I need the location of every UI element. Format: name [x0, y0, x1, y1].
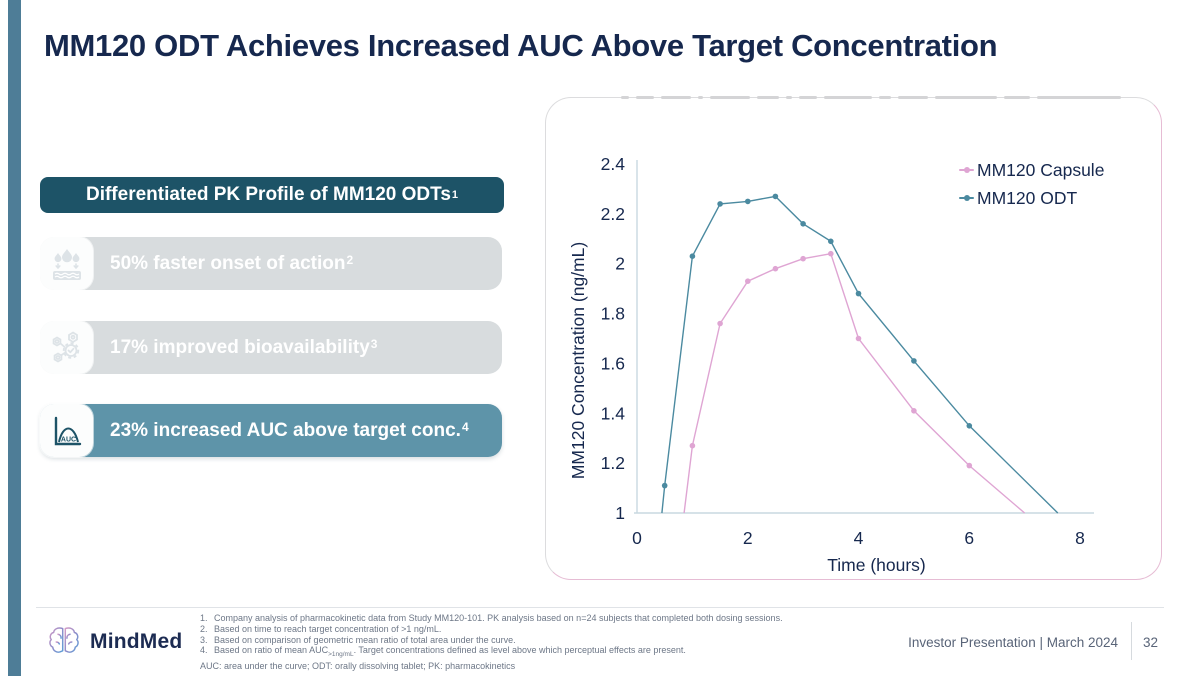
svg-text:1: 1: [615, 503, 625, 523]
page-title: MM120 ODT Achieves Increased AUC Above T…: [44, 28, 998, 63]
footnote-3: 3. Based on comparison of geometric mean…: [200, 634, 516, 645]
logo-wordmark: MindMed: [90, 630, 183, 653]
mindmed-logo: MindMed: [45, 624, 182, 660]
svg-text:1.4: 1.4: [601, 403, 626, 423]
odt-series-marker-icon: [959, 195, 974, 201]
callout-bioavailability: 17% improved bioavailability 3: [40, 321, 502, 374]
callout-bioavailability-label: 17% improved bioavailability: [110, 336, 370, 358]
footnote-4: 4. Based on ratio of mean AUC>1ng/mL. Ta…: [200, 645, 686, 659]
svg-text:1.2: 1.2: [601, 453, 625, 473]
svg-text:MM120 Concentration (ng/mL): MM120 Concentration (ng/mL): [568, 242, 588, 479]
svg-text:4: 4: [854, 528, 864, 548]
callout-faster-onset: 50% faster onset of action 2: [40, 237, 502, 290]
brain-icon: [49, 627, 79, 653]
auc-curve-icon: AUC: [40, 404, 93, 457]
capsule-series-marker-icon: [959, 167, 974, 173]
left-accent-bar: [8, 0, 21, 676]
legend-label-capsule: MM120 Capsule: [977, 159, 1105, 180]
bioavailability-molecule-icon: [40, 321, 93, 374]
callout-increased-auc: AUC 23% increased AUC above target conc.…: [40, 404, 502, 457]
legend-item-odt: MM120 ODT: [959, 184, 1104, 212]
svg-text:Time (hours): Time (hours): [827, 555, 926, 575]
svg-text:2.2: 2.2: [601, 204, 625, 224]
legend-label-odt: MM120 ODT: [977, 187, 1078, 208]
pk-profile-header-label: Differentiated PK Profile of MM120 ODTs: [85, 184, 451, 205]
presentation-label: Investor Presentation | March 2024: [908, 635, 1118, 650]
abbreviations-line: AUC: area under the curve; ODT: orally d…: [200, 660, 516, 671]
callout-faster-onset-label: 50% faster onset of action: [110, 252, 346, 274]
redacted-title-dashes: [621, 96, 1121, 99]
svg-text:0: 0: [632, 528, 642, 548]
footer-divider: [36, 607, 1164, 608]
page-number: 32: [1143, 635, 1159, 650]
svg-text:8: 8: [1075, 528, 1085, 548]
svg-text:6: 6: [964, 528, 974, 548]
pk-profile-header-pill: Differentiated PK Profile of MM120 ODTs 1: [40, 177, 504, 213]
footnote-ref-1: 1: [451, 189, 459, 201]
dissolve-absorption-icon: [40, 237, 93, 290]
chart-legend: MM120 Capsule MM120 ODT: [959, 156, 1104, 212]
footnote-ref-4: 4: [461, 419, 469, 434]
svg-text:1.6: 1.6: [601, 353, 625, 373]
svg-text:2.4: 2.4: [601, 154, 626, 174]
svg-text:2: 2: [615, 254, 625, 274]
callout-increased-auc-label: 23% increased AUC above target conc.: [110, 419, 461, 441]
footnote-ref-2: 2: [346, 252, 354, 267]
pk-concentration-chart: 1 1.2 1.4 1.6 1.8 2 2.2 2.4 0 2 4 6 8 MM120 Concentra…: [568, 154, 1094, 575]
footnote-ref-3: 3: [370, 336, 378, 351]
footnote-2: 2. Based on time to reach target concent…: [200, 623, 442, 634]
page-number-divider: [1131, 622, 1132, 660]
footnote-1: 1. Company analysis of pharmacokinetic d…: [200, 613, 783, 623]
svg-text:AUC: AUC: [60, 436, 75, 443]
footnotes: 1. Company analysis of pharmacokinetic d…: [200, 613, 980, 672]
legend-item-capsule: MM120 Capsule: [959, 156, 1104, 184]
svg-text:2: 2: [743, 528, 753, 548]
svg-text:1.8: 1.8: [601, 304, 625, 324]
pk-chart-card: 1 1.2 1.4 1.6 1.8 2 2.2 2.4 0 2 4 6 8 MM120 Concentra…: [545, 96, 1162, 580]
